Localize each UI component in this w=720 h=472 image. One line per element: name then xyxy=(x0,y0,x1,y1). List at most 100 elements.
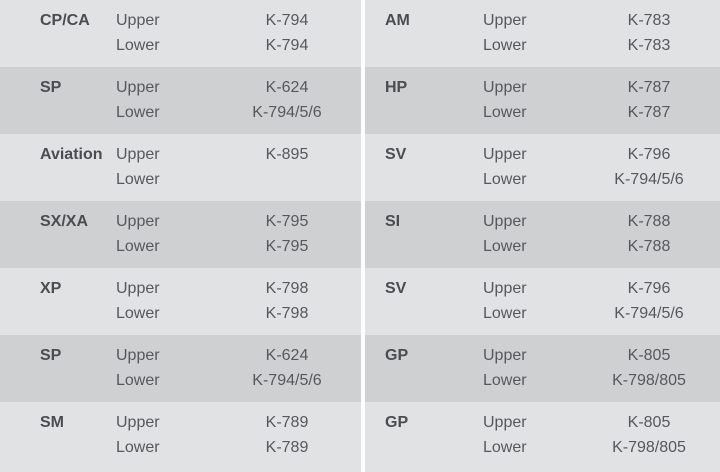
row-category: CP/CA xyxy=(40,12,90,29)
level-label-upper: Upper xyxy=(483,146,527,163)
level-label-lower: Lower xyxy=(116,37,160,54)
row-levels: Upper Lower xyxy=(475,410,578,460)
level-label-upper: Upper xyxy=(116,146,160,163)
value-lower: K-794/5/6 xyxy=(252,104,322,121)
level-label-lower: Lower xyxy=(483,104,527,121)
row-values: K-788 K-788 xyxy=(578,209,720,259)
level-label-upper: Upper xyxy=(116,414,160,431)
row-values: K-783 K-783 xyxy=(578,8,720,58)
table-row: SP Upper Lower K-624 K-794/5/6 xyxy=(0,67,361,134)
row-category: SV xyxy=(385,146,407,163)
row-category: AM xyxy=(385,12,410,29)
table-row: SI Upper Lower K-788 K-788 xyxy=(365,201,720,268)
value-upper: K-798 xyxy=(265,280,309,297)
row-values: K-624 K-794/5/6 xyxy=(213,343,361,393)
level-label-upper: Upper xyxy=(483,280,527,297)
row-values: K-794 K-794 xyxy=(213,8,361,58)
level-label-lower: Lower xyxy=(116,104,160,121)
row-levels: Upper Lower xyxy=(108,209,213,259)
level-label-lower: Lower xyxy=(116,372,160,389)
value-upper: K-788 xyxy=(627,213,671,230)
value-upper: K-796 xyxy=(627,280,671,297)
level-label-lower: Lower xyxy=(116,305,160,322)
row-category: XP xyxy=(40,280,62,297)
level-label-lower: Lower xyxy=(483,37,527,54)
table-panel-left: CP/CA Upper Lower K-794 K-794 SP Upper L… xyxy=(0,8,361,469)
level-label-lower: Lower xyxy=(483,305,527,322)
value-upper: K-895 xyxy=(265,146,309,163)
row-levels: Upper Lower xyxy=(475,343,578,393)
row-values: K-787 K-787 xyxy=(578,75,720,125)
row-levels: Upper Lower xyxy=(108,142,213,192)
value-lower: K-798 xyxy=(265,305,309,322)
level-label-lower: Lower xyxy=(483,171,527,188)
value-lower: K-794/5/6 xyxy=(252,372,322,389)
level-label-upper: Upper xyxy=(483,12,527,29)
level-label-upper: Upper xyxy=(483,213,527,230)
level-label-upper: Upper xyxy=(116,213,160,230)
row-category: Aviation xyxy=(40,146,103,163)
row-values: K-796 K-794/5/6 xyxy=(578,142,720,192)
row-category: SP xyxy=(40,347,62,364)
table-row: SV Upper Lower K-796 K-794/5/6 xyxy=(365,268,720,335)
value-upper: K-624 xyxy=(265,79,309,96)
level-label-upper: Upper xyxy=(116,280,160,297)
level-label-lower: Lower xyxy=(483,439,527,456)
row-values: K-805 K-798/805 xyxy=(578,410,720,460)
table-row: XP Upper Lower K-798 K-798 xyxy=(0,268,361,335)
value-lower: K-798/805 xyxy=(612,439,686,456)
value-lower: K-789 xyxy=(265,439,309,456)
row-values: K-796 K-794/5/6 xyxy=(578,276,720,326)
row-category: SI xyxy=(385,213,401,230)
row-values: K-895 xyxy=(213,142,361,192)
table-row: SM Upper Lower K-789 K-789 xyxy=(0,402,361,469)
level-label-upper: Upper xyxy=(116,347,160,364)
level-label-lower: Lower xyxy=(116,238,160,255)
row-category: SP xyxy=(40,79,62,96)
row-levels: Upper Lower xyxy=(108,343,213,393)
row-levels: Upper Lower xyxy=(475,142,578,192)
value-upper: K-789 xyxy=(265,414,309,431)
value-upper: K-796 xyxy=(627,146,671,163)
value-lower: K-794 xyxy=(265,37,309,54)
row-category: SX/XA xyxy=(40,213,89,230)
table-row: SP Upper Lower K-624 K-794/5/6 xyxy=(0,335,361,402)
row-category: GP xyxy=(385,414,409,431)
table-row: GP Upper Lower K-805 K-798/805 xyxy=(365,335,720,402)
row-levels: Upper Lower xyxy=(108,75,213,125)
level-label-lower: Lower xyxy=(483,238,527,255)
value-lower: K-783 xyxy=(627,37,671,54)
row-values: K-789 K-789 xyxy=(213,410,361,460)
value-upper: K-805 xyxy=(627,414,671,431)
value-lower: K-787 xyxy=(627,104,671,121)
value-lower: K-795 xyxy=(265,238,309,255)
row-levels: Upper Lower xyxy=(475,75,578,125)
level-label-lower: Lower xyxy=(116,439,160,456)
table-row: HP Upper Lower K-787 K-787 xyxy=(365,67,720,134)
row-values: K-805 K-798/805 xyxy=(578,343,720,393)
value-upper: K-794 xyxy=(265,12,309,29)
value-upper: K-783 xyxy=(627,12,671,29)
value-lower: K-798/805 xyxy=(612,372,686,389)
row-category: GP xyxy=(385,347,409,364)
row-values: K-795 K-795 xyxy=(213,209,361,259)
row-values: K-798 K-798 xyxy=(213,276,361,326)
row-category: SV xyxy=(385,280,407,297)
level-label-upper: Upper xyxy=(483,79,527,96)
level-label-lower: Lower xyxy=(483,372,527,389)
column-divider xyxy=(361,0,365,472)
level-label-upper: Upper xyxy=(116,79,160,96)
table-row: Aviation Upper Lower K-895 xyxy=(0,134,361,201)
table-row: GP Upper Lower K-805 K-798/805 xyxy=(365,402,720,469)
row-levels: Upper Lower xyxy=(475,8,578,58)
level-label-upper: Upper xyxy=(483,347,527,364)
row-levels: Upper Lower xyxy=(475,209,578,259)
row-category: HP xyxy=(385,79,408,96)
value-upper: K-787 xyxy=(627,79,671,96)
table-row: AM Upper Lower K-783 K-783 xyxy=(365,0,720,67)
value-lower: K-794/5/6 xyxy=(614,171,684,188)
table-row: SV Upper Lower K-796 K-794/5/6 xyxy=(365,134,720,201)
value-upper: K-805 xyxy=(627,347,671,364)
row-levels: Upper Lower xyxy=(108,410,213,460)
